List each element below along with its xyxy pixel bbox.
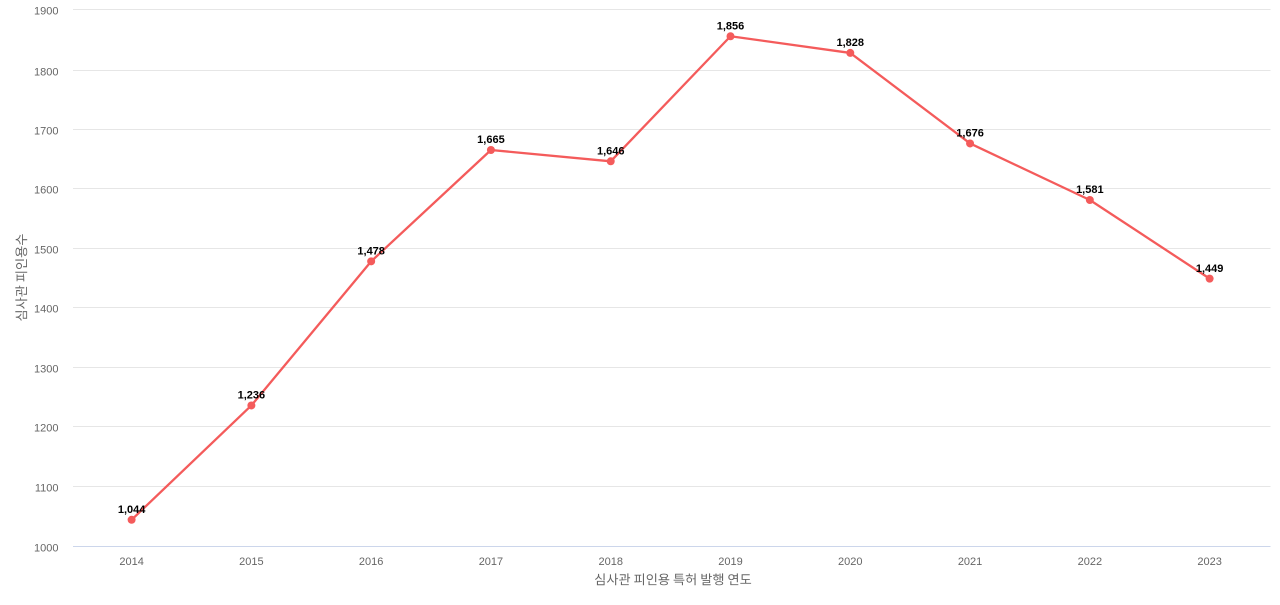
svg-text:2021: 2021 bbox=[958, 556, 982, 568]
svg-text:2016: 2016 bbox=[359, 556, 383, 568]
svg-text:1800: 1800 bbox=[34, 66, 58, 78]
svg-text:1,581: 1,581 bbox=[1076, 184, 1104, 196]
svg-text:1,856: 1,856 bbox=[717, 20, 745, 32]
svg-text:1,676: 1,676 bbox=[956, 128, 984, 140]
svg-text:1500: 1500 bbox=[34, 244, 58, 256]
svg-text:1200: 1200 bbox=[34, 422, 58, 434]
svg-text:1600: 1600 bbox=[34, 184, 58, 196]
svg-text:1,828: 1,828 bbox=[837, 37, 865, 49]
svg-text:1900: 1900 bbox=[34, 5, 58, 17]
svg-text:1300: 1300 bbox=[34, 363, 58, 375]
svg-text:1,646: 1,646 bbox=[597, 146, 625, 158]
svg-text:1,449: 1,449 bbox=[1196, 263, 1224, 275]
svg-text:2023: 2023 bbox=[1197, 556, 1221, 568]
svg-text:1700: 1700 bbox=[34, 125, 58, 137]
svg-text:2022: 2022 bbox=[1078, 556, 1102, 568]
svg-text:2015: 2015 bbox=[239, 556, 263, 568]
svg-text:2019: 2019 bbox=[718, 556, 742, 568]
svg-text:1100: 1100 bbox=[35, 482, 59, 494]
svg-text:2018: 2018 bbox=[598, 556, 622, 568]
svg-text:1,665: 1,665 bbox=[477, 134, 505, 146]
svg-text:2014: 2014 bbox=[119, 556, 143, 568]
svg-text:2017: 2017 bbox=[479, 556, 503, 568]
svg-text:1,044: 1,044 bbox=[118, 504, 146, 516]
svg-text:1400: 1400 bbox=[34, 303, 58, 315]
svg-text:1000: 1000 bbox=[34, 542, 58, 554]
svg-text:1,478: 1,478 bbox=[357, 246, 385, 258]
svg-text:1,236: 1,236 bbox=[238, 390, 266, 402]
svg-text:2020: 2020 bbox=[838, 556, 862, 568]
